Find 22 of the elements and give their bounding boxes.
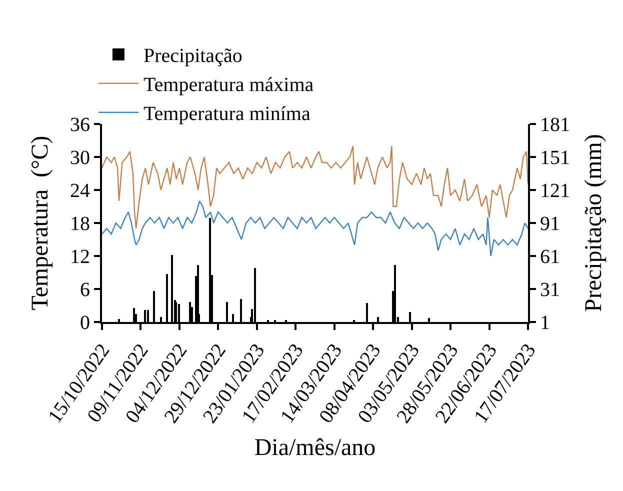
y2-axis-title: Precipitação (mm) [580,134,607,312]
y-tick-label: 0 [80,312,90,334]
y2-tick-label: 181 [540,114,570,136]
y-tick-label: 18 [70,213,90,235]
y2-tick-label: 121 [540,180,570,202]
y-tick-label: 30 [70,147,90,169]
legend-label: Precipitação [143,45,242,68]
y2-tick-label: 61 [540,246,560,268]
y-tick-label: 6 [80,279,90,301]
legend-label: Temperatura miníma [143,103,310,126]
line-series [102,200,528,257]
y2-tick-label: 1 [540,312,550,334]
legend-label: Temperatura máxima [143,74,314,96]
y2-tick-label: 151 [540,147,570,169]
y-tick-label: 36 [70,114,90,136]
y2-tick-label: 31 [540,279,560,301]
line-series [102,145,528,230]
y2-tick-label: 91 [540,213,560,235]
y-tick-label: 12 [70,246,90,268]
y-tick-label: 24 [70,180,90,202]
x-axis-title: Dia/mês/ano [254,435,376,462]
y-axis-title: Temperatura (°C) [28,136,54,310]
